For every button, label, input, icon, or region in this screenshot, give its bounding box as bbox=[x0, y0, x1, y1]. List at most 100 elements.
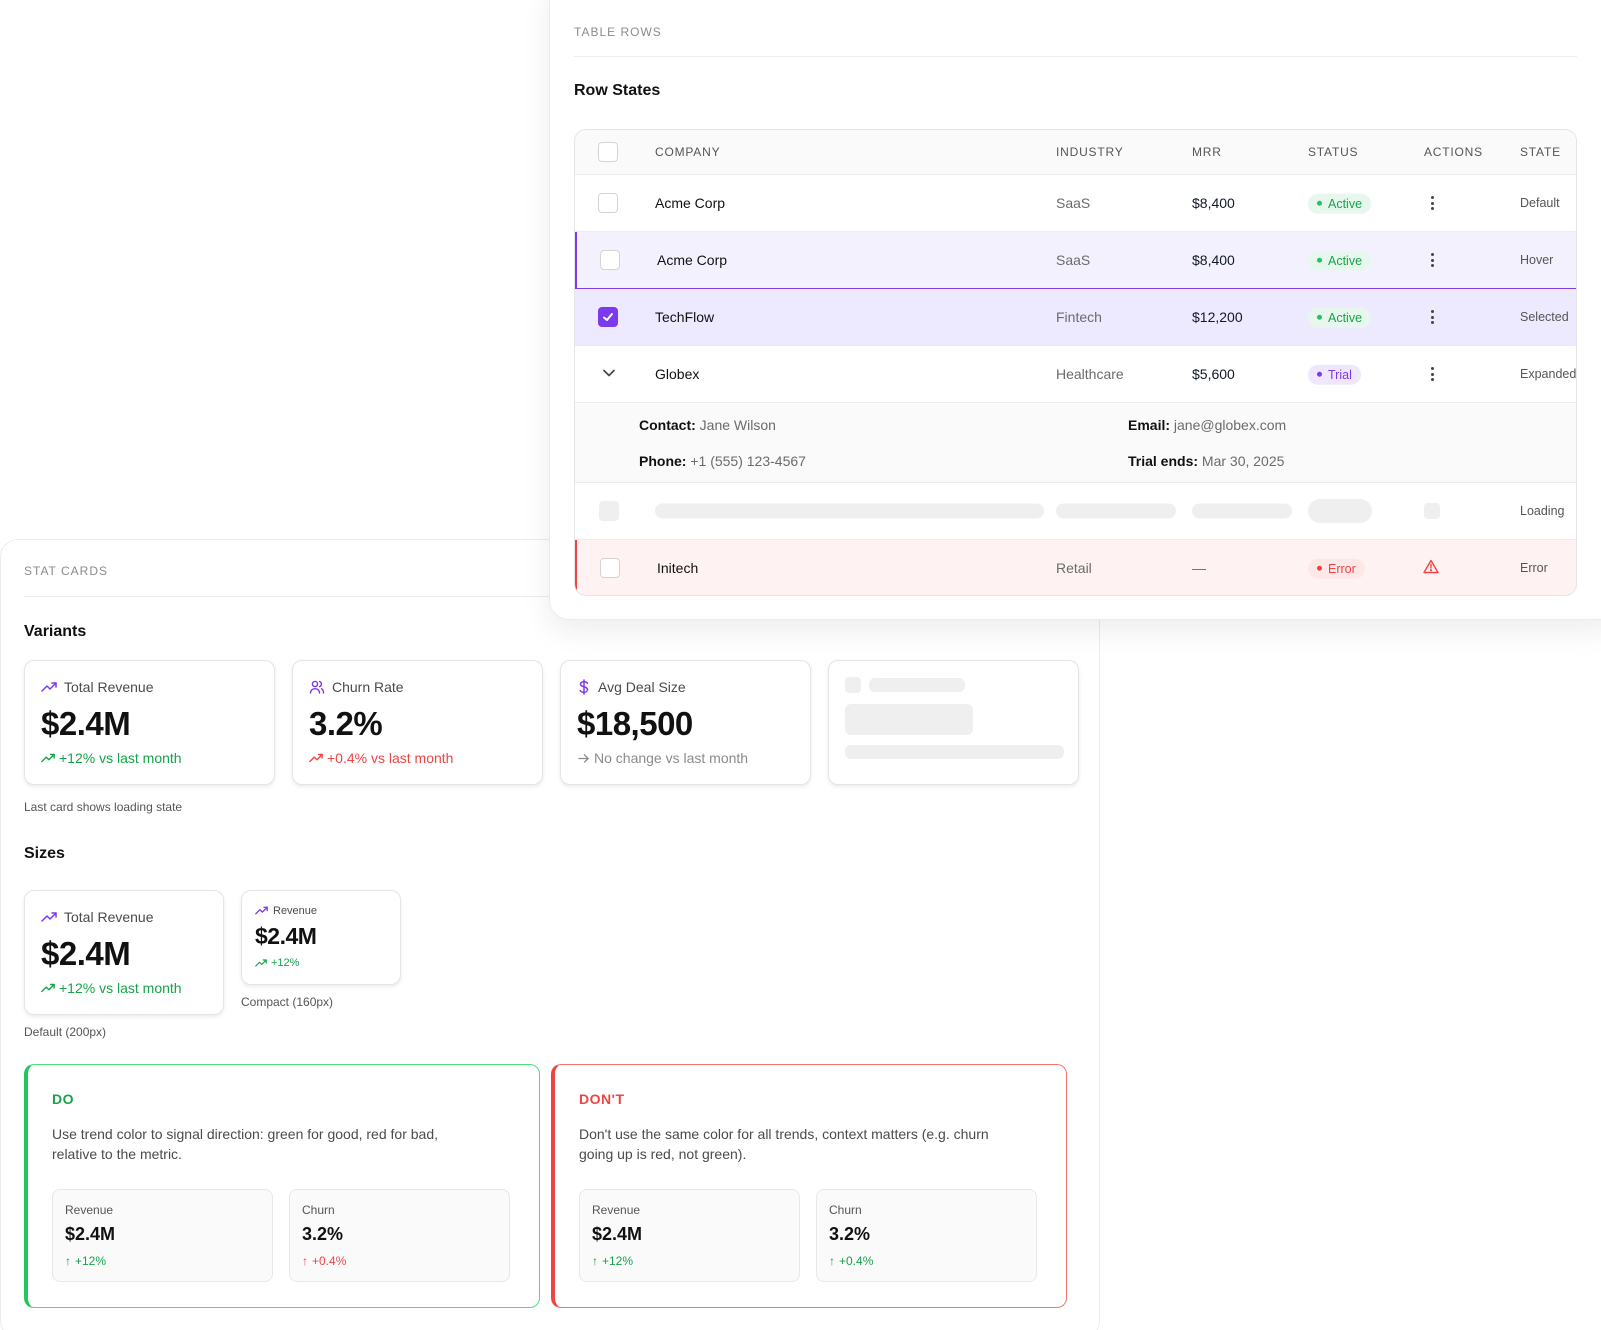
card-value: $18,500 bbox=[577, 705, 693, 742]
row-checkbox-checked[interactable] bbox=[598, 307, 618, 327]
mini-card-revenue: Revenue $2.4M ↑ +12% bbox=[52, 1189, 273, 1282]
company-name: Acme Corp bbox=[657, 252, 728, 268]
card-trend: +0.4% vs last month bbox=[327, 750, 454, 766]
table-row[interactable]: Acme Corp SaaS $8,400 Active Default bbox=[575, 175, 1576, 232]
skeleton-icon bbox=[845, 677, 861, 693]
mini-card-revenue: Revenue $2.4M ↑ +12% bbox=[579, 1189, 800, 1282]
status-text: Active bbox=[1328, 196, 1363, 211]
mrr: $12,200 bbox=[1192, 309, 1243, 325]
row-state-label: Error bbox=[1520, 561, 1548, 575]
skeleton-trend bbox=[845, 745, 1064, 759]
chevron-down-icon[interactable] bbox=[602, 366, 616, 383]
card-label: Total Revenue bbox=[64, 909, 154, 925]
mrr: $8,400 bbox=[1192, 195, 1235, 211]
stat-card-total-revenue[interactable]: Total Revenue $2.4M +12% vs last month bbox=[24, 660, 275, 785]
divider bbox=[574, 56, 1577, 57]
section-label: STAT CARDS bbox=[24, 564, 109, 578]
arrow-right-icon bbox=[578, 753, 589, 763]
stat-card-loading bbox=[828, 660, 1079, 785]
skeleton-company bbox=[655, 503, 1044, 519]
do-title: DO bbox=[52, 1091, 74, 1107]
card-value: $2.4M bbox=[41, 705, 131, 742]
row-checkbox[interactable] bbox=[598, 193, 618, 213]
check-icon bbox=[603, 313, 613, 321]
status-badge: Active bbox=[1308, 193, 1372, 214]
mini-value: $2.4M bbox=[592, 1224, 643, 1244]
row-checkbox[interactable] bbox=[600, 558, 620, 578]
card-trend: +12% vs last month bbox=[59, 980, 182, 996]
industry: Retail bbox=[1056, 560, 1092, 576]
skeleton-status bbox=[1308, 499, 1372, 523]
more-options-icon[interactable] bbox=[1431, 196, 1434, 210]
card-label: Total Revenue bbox=[64, 679, 154, 695]
stat-card-churn-rate[interactable]: Churn Rate 3.2% +0.4% vs last month bbox=[292, 660, 543, 785]
card-label: Revenue bbox=[273, 904, 318, 917]
row-states-title: Row States bbox=[574, 82, 661, 99]
skeleton-industry bbox=[1056, 503, 1176, 519]
do-guideline: DO Use trend color to signal direction: … bbox=[24, 1064, 540, 1308]
trending-up-icon bbox=[41, 682, 57, 692]
dont-text: Don't use the same color for all trends,… bbox=[579, 1126, 989, 1162]
card-value: 3.2% bbox=[309, 705, 383, 742]
industry: SaaS bbox=[1056, 195, 1091, 211]
skeleton-actions bbox=[1424, 503, 1440, 519]
stat-card-default-size[interactable]: Total Revenue $2.4M +12% vs last month bbox=[24, 890, 224, 1015]
stat-card-compact-size[interactable]: Revenue $2.4M +12% bbox=[241, 890, 401, 985]
warning-icon[interactable] bbox=[1423, 559, 1439, 577]
status-badge: Trial bbox=[1308, 364, 1361, 385]
section-label: TABLE ROWS bbox=[574, 25, 662, 39]
row-state-label: Loading bbox=[1520, 504, 1565, 518]
dont-guideline: DON'T Don't use the same color for all t… bbox=[551, 1064, 1067, 1308]
col-status[interactable]: STATUS bbox=[1308, 145, 1359, 159]
table-row[interactable]: Initech Retail — Error Error bbox=[575, 540, 1576, 595]
sizes-title: Sizes bbox=[24, 845, 65, 862]
trending-up-icon bbox=[41, 753, 55, 763]
industry: SaaS bbox=[1056, 252, 1091, 268]
mini-label: Churn bbox=[829, 1203, 862, 1217]
mini-value: 3.2% bbox=[302, 1224, 344, 1244]
status-text: Error bbox=[1328, 561, 1356, 576]
do-text: Use trend color to signal direction: gre… bbox=[52, 1126, 438, 1162]
email-detail: Email: jane@globex.com bbox=[1128, 417, 1287, 433]
table-header: COMPANY INDUSTRY MRR STATUS ACTIONS STAT… bbox=[575, 130, 1576, 175]
card-trend: +12% vs last month bbox=[59, 750, 182, 766]
arrow-up-icon: ↑ bbox=[65, 1254, 71, 1268]
row-state-label: Default bbox=[1520, 196, 1560, 210]
industry: Healthcare bbox=[1056, 366, 1124, 382]
col-industry[interactable]: INDUSTRY bbox=[1056, 145, 1124, 159]
table-row[interactable]: TechFlow Fintech $12,200 Active Selected bbox=[575, 289, 1576, 346]
row-checkbox[interactable] bbox=[600, 250, 620, 270]
mrr: $8,400 bbox=[1192, 252, 1235, 268]
dollar-icon bbox=[579, 679, 589, 695]
stat-card-avg-deal-size[interactable]: Avg Deal Size $18,500 No change vs last … bbox=[560, 660, 811, 785]
skeleton-label bbox=[869, 678, 965, 692]
skeleton-mrr bbox=[1192, 503, 1292, 519]
arrow-up-icon: ↑ bbox=[302, 1254, 308, 1268]
col-company[interactable]: COMPANY bbox=[655, 145, 721, 159]
status-badge: Active bbox=[1308, 307, 1372, 328]
mini-trend: +0.4% bbox=[312, 1254, 347, 1268]
trending-up-icon bbox=[41, 983, 55, 993]
more-options-icon[interactable] bbox=[1431, 253, 1434, 267]
mini-trend: +12% bbox=[602, 1254, 634, 1268]
stat-cards-panel: STAT CARDS Variants Total Revenue $2.4M … bbox=[0, 539, 1100, 1330]
more-options-icon[interactable] bbox=[1431, 310, 1434, 324]
mini-trend: +0.4% bbox=[839, 1254, 874, 1268]
col-mrr[interactable]: MRR bbox=[1192, 145, 1222, 159]
mini-label: Churn bbox=[302, 1203, 335, 1217]
more-options-icon[interactable] bbox=[1431, 367, 1434, 381]
variants-title: Variants bbox=[24, 623, 87, 640]
card-trend: +12% bbox=[271, 957, 300, 969]
status-text: Active bbox=[1328, 253, 1363, 268]
col-state: STATE bbox=[1520, 145, 1561, 159]
phone-detail: Phone: +1 (555) 123-4567 bbox=[639, 453, 806, 469]
skeleton-value bbox=[845, 704, 973, 735]
mini-label: Revenue bbox=[592, 1203, 641, 1217]
table-row[interactable]: Acme Corp SaaS $8,400 Active Hover bbox=[575, 232, 1576, 289]
mrr: $5,600 bbox=[1192, 366, 1235, 382]
mrr: — bbox=[1192, 560, 1206, 576]
table-row[interactable]: Globex Healthcare $5,600 Trial Expanded bbox=[575, 346, 1576, 403]
select-all-checkbox[interactable] bbox=[598, 142, 618, 162]
company-name: Globex bbox=[655, 366, 700, 382]
company-name: Acme Corp bbox=[655, 195, 726, 211]
